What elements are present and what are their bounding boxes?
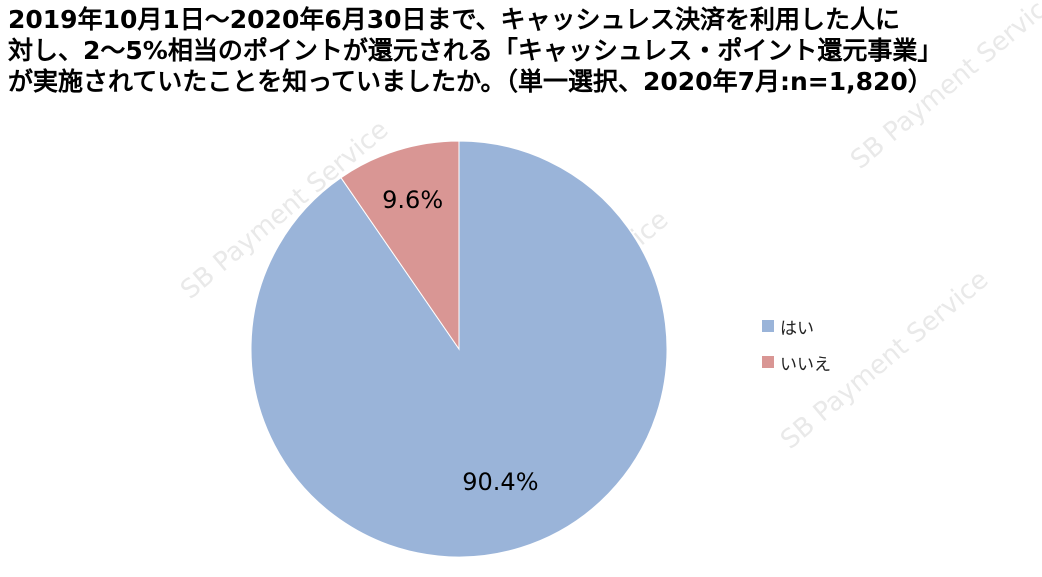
legend-swatch-2 (762, 356, 774, 368)
legend-item-1: はい (762, 308, 831, 344)
slice-data-label-1: 90.4% (462, 468, 538, 496)
legend-label-1: はい (780, 318, 814, 339)
watermark-4: SB Payment Service (845, 0, 1042, 175)
legend-label-2: いいえ (780, 354, 831, 375)
legend: はい いいえ (762, 308, 831, 380)
legend-swatch-1 (762, 320, 774, 332)
title-line-2: 対し、2～5%相当のポイントが還元される「キャッシュレス・ポイント還元事業」 (8, 36, 943, 65)
slice-data-label-2: 9.6% (382, 186, 443, 214)
legend-item-2: いいえ (762, 344, 831, 380)
title-line-3: が実施されていたことを知っていましたか。（単一選択、2020年7月:n=1,82… (8, 67, 933, 96)
chart-title: 2019年10月1日～2020年6月30日まで、キャッシュレス決済を利用した人に… (8, 4, 1038, 97)
pie-slice-2 (340, 140, 460, 351)
title-line-1: 2019年10月1日～2020年6月30日まで、キャッシュレス決済を利用した人に (8, 5, 901, 34)
